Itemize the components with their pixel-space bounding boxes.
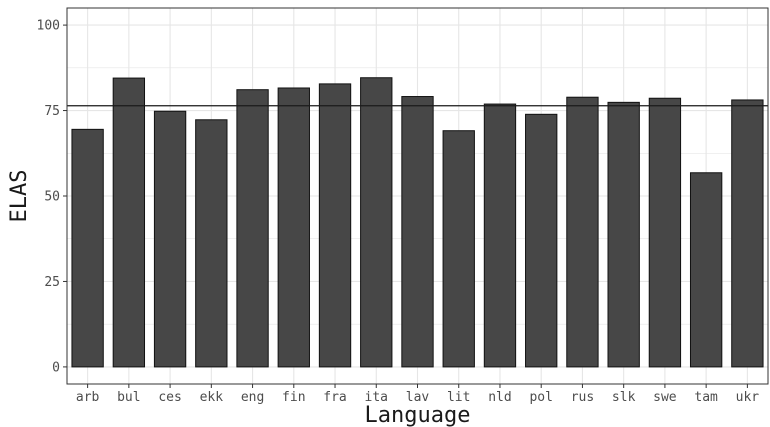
y-axis-ticks: 0 25 50 75 100: [37, 19, 67, 375]
bar-lit: [442, 130, 475, 368]
bar-pol: [525, 113, 558, 368]
y-tick-label: 100: [37, 19, 60, 34]
bar-tam: [689, 172, 723, 368]
x-tick-label-ekk: ekk: [200, 390, 224, 405]
bar-swe: [648, 97, 682, 368]
x-tick-label-ukr: ukr: [736, 390, 760, 405]
bar-rus: [566, 96, 599, 368]
x-tick-label-lav: lav: [406, 390, 430, 405]
x-tick-label-bul: bul: [117, 390, 140, 405]
y-tick-label: 0: [52, 360, 60, 375]
y-axis-title: ELAS: [7, 170, 32, 223]
bar-ukr: [731, 99, 764, 368]
x-tick-label-fra: fra: [323, 390, 346, 405]
x-axis-title: Language: [365, 403, 471, 427]
bar-ces: [153, 110, 187, 368]
x-tick-label-tam: tam: [694, 390, 718, 405]
x-tick-label-nld: nld: [488, 390, 511, 405]
bar-nld: [483, 103, 517, 368]
x-tick-label-slk: slk: [612, 390, 636, 405]
bar-fra: [318, 83, 352, 368]
x-tick-label-arb: arb: [76, 390, 100, 405]
bar-ekk: [195, 119, 228, 368]
bar-ita: [360, 77, 393, 368]
y-tick-label: 25: [44, 275, 60, 290]
bar-eng: [236, 89, 269, 368]
x-tick-label-ces: ces: [158, 390, 181, 405]
bar-lav: [401, 96, 434, 368]
x-tick-label-eng: eng: [241, 390, 264, 405]
bars: [71, 77, 764, 368]
x-tick-label-lit: lit: [447, 390, 470, 405]
x-tick-label-pol: pol: [529, 390, 552, 405]
x-axis-ticks: arb bul ces ekk eng fin fra ita lav lit nld pol rus s…: [76, 384, 759, 405]
bar-slk: [607, 101, 640, 368]
bar-bul: [112, 77, 146, 368]
x-tick-label-rus: rus: [571, 390, 594, 405]
bar-arb: [71, 128, 104, 368]
x-tick-label-fin: fin: [282, 390, 305, 405]
x-tick-label-swe: swe: [653, 390, 677, 405]
bar-fin: [277, 87, 310, 368]
y-tick-label: 50: [44, 190, 60, 205]
x-tick-label-ita: ita: [365, 390, 388, 405]
y-tick-label: 75: [44, 104, 60, 119]
